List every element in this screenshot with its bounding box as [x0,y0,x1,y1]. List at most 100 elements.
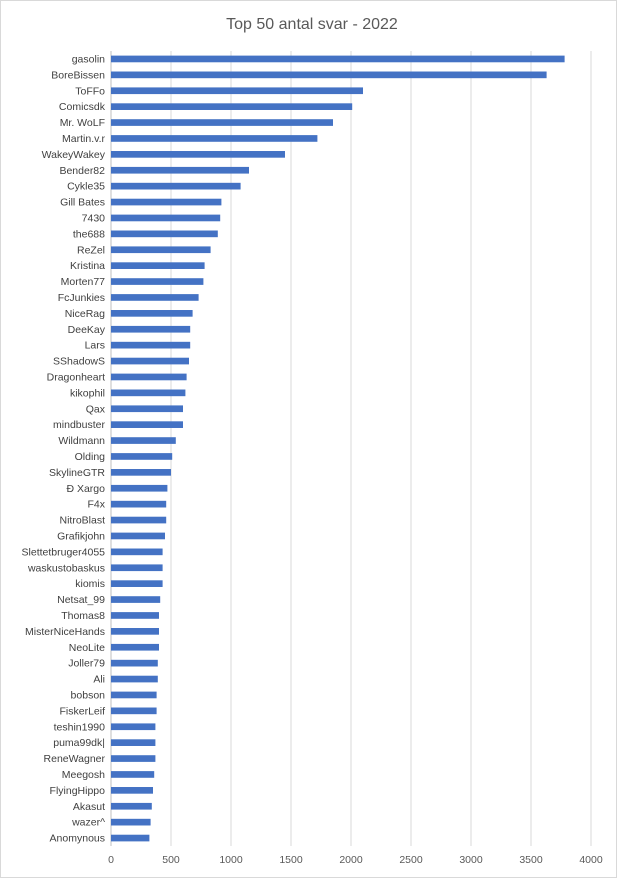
bar [111,739,156,746]
category-label: kiomis [75,578,105,590]
bar [111,564,163,572]
bar [111,166,249,174]
bar [111,214,221,222]
bar [111,755,156,762]
category-label: Gill Bates [60,197,105,209]
category-label: Slettetbruger4055 [22,546,106,558]
bar [111,182,241,190]
category-label: NeoLite [69,642,105,654]
chart-title: Top 50 antal svar - 2022 [226,16,398,33]
bar [111,691,157,699]
category-label: SkylineGTR [49,467,105,479]
category-label: Olding [75,451,106,463]
category-label: waskustobaskus [27,562,105,574]
bar [111,341,191,349]
bar [111,246,211,254]
bar [111,198,222,206]
category-label: Netsat_99 [57,594,105,606]
category-label: Ali [93,674,105,686]
x-tick-label: 500 [162,854,180,866]
bar [111,612,159,619]
category-label: Joller79 [68,658,105,670]
bar [111,405,183,413]
category-label: BoreBissen [51,69,105,81]
bar [111,230,218,238]
bar [111,294,199,301]
bar [111,628,159,635]
bar [111,469,171,476]
bar [111,103,353,110]
bar [111,389,186,397]
category-label: mindbuster [53,419,105,431]
bar [111,135,318,142]
category-label: Akasut [73,801,105,813]
bar [111,643,159,651]
bar [111,55,565,63]
category-label: Kristina [70,260,105,272]
bar [111,787,153,794]
bar [111,580,163,587]
category-label: Dragonheart [47,371,105,383]
bar [111,834,150,842]
bar [111,310,193,317]
bar [111,548,163,556]
category-label: NitroBlast [59,515,105,527]
bar [111,278,204,285]
category-label: Comicsdk [59,101,106,113]
bar [111,723,156,731]
category-label: SShadowS [53,356,105,368]
bar [111,771,155,778]
category-label: Bender82 [59,165,105,177]
bar [111,151,285,158]
bar [111,373,187,381]
category-label: DeeKay [68,324,106,336]
category-label: Lars [85,340,105,352]
category-label: FcJunkies [58,292,105,304]
x-tick-label: 2000 [339,854,363,866]
bar [111,500,167,508]
category-label: puma99dk| [53,737,105,749]
category-label: F4x [87,499,105,511]
category-label: bobson [71,689,106,701]
category-label: WakeyWakey [42,149,106,161]
x-tick-label: 4000 [579,854,603,866]
bar [111,325,191,333]
category-label: FiskerLeif [59,705,105,717]
category-label: gasolin [72,53,105,65]
bar [111,484,168,492]
category-label: the688 [73,228,105,240]
x-tick-label: 2500 [399,854,423,866]
category-labels: gasolin BoreBissen ToFFo Comicsdk Mr. WoLF Ma… [22,53,106,844]
category-label: Grafikjohn [57,530,105,542]
x-tick-label: 1500 [279,854,303,866]
category-label: FlyingHippo [50,785,106,797]
category-label: 7430 [82,212,106,224]
category-label: Ð Xargo [66,483,105,495]
category-label: Cykle35 [67,181,105,193]
category-label: Martin.v.r [62,133,105,145]
x-tick-label: 3000 [459,854,483,866]
category-label: Morten77 [61,276,106,288]
bar [111,596,161,603]
bar [111,659,158,667]
category-label: ReneWagner [44,753,106,765]
bar [111,421,183,428]
category-label: kikophil [70,387,105,399]
category-label: wazer^ [71,817,105,829]
bar [111,87,363,95]
bar [111,71,547,79]
category-label: Thomas8 [61,610,105,622]
bar [111,453,173,460]
category-label: ToFFo [75,85,105,97]
category-label: teshin1990 [54,721,106,733]
x-tick-label: 1000 [219,854,243,866]
bar [111,532,165,540]
category-label: NiceRag [65,308,105,320]
category-label: MisterNiceHands [25,626,105,638]
bar [111,119,333,126]
category-label: Wildmann [58,435,105,447]
category-label: Anomynous [50,833,105,845]
x-tick-label: 3500 [519,854,543,866]
